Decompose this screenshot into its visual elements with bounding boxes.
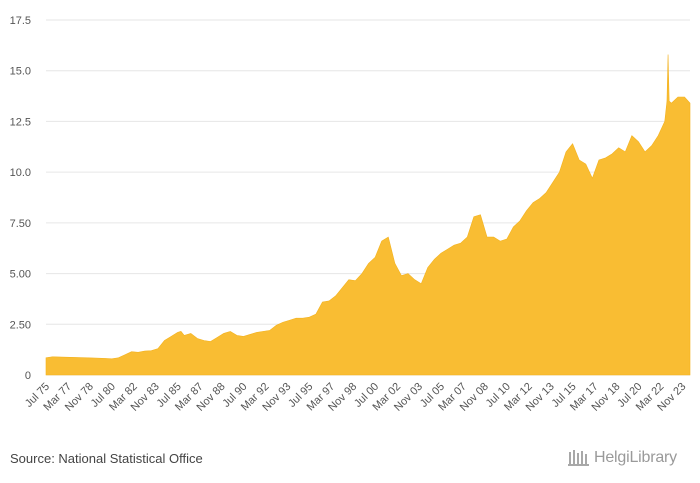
- series-area: [45, 54, 691, 376]
- y-tick-label: 17.5: [10, 15, 31, 27]
- y-tick-label: 2.50: [10, 319, 31, 331]
- y-tick-label: 5.00: [10, 269, 31, 281]
- brand-name: HelgiLibrary: [594, 449, 677, 466]
- y-tick-label: 15.0: [10, 66, 31, 78]
- y-tick-label: 10.0: [10, 167, 31, 179]
- y-tick-label: 0: [25, 370, 31, 382]
- y-tick-label: 12.5: [10, 116, 31, 128]
- source-note: Source: National Statistical Office: [10, 451, 203, 466]
- library-columns-icon: [568, 450, 589, 466]
- helgi-library-logo[interactable]: HelgiLibrary: [568, 449, 677, 467]
- y-axis-tick-labels: 0 2.50 5.00 7.50 10.0 12.5 15.0 17.5: [10, 15, 31, 382]
- y-tick-label: 7.50: [10, 218, 31, 230]
